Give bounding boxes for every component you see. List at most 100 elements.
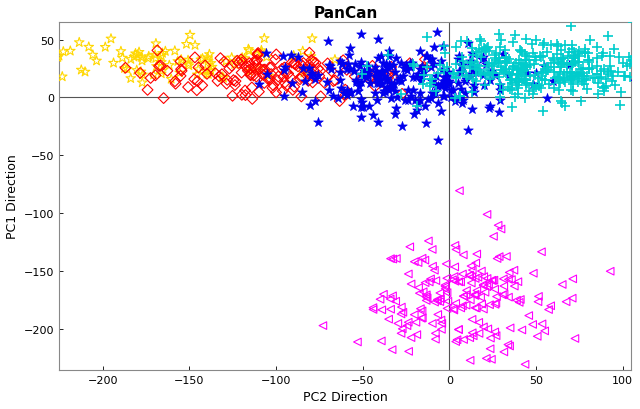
- Point: [433, 83, 443, 90]
- Point: [313, 119, 323, 126]
- Point: [310, 61, 321, 67]
- Point: [558, 76, 568, 82]
- Point: [247, 85, 257, 92]
- Point: [529, 61, 539, 67]
- Point: [493, 222, 503, 229]
- Point: [580, 50, 590, 57]
- Point: [160, 49, 170, 55]
- Point: [381, 78, 391, 84]
- Point: [556, 62, 566, 69]
- Point: [332, 96, 342, 102]
- Point: [298, 65, 308, 72]
- Point: [453, 56, 463, 63]
- Point: [570, 71, 580, 77]
- Point: [335, 70, 346, 76]
- Point: [501, 54, 511, 61]
- Point: [449, 88, 459, 94]
- Point: [413, 71, 423, 78]
- Point: [522, 71, 532, 77]
- Point: [440, 51, 451, 57]
- Point: [349, 74, 360, 81]
- Point: [573, 71, 583, 78]
- Point: [543, 307, 554, 313]
- Point: [430, 336, 440, 343]
- Point: [510, 33, 520, 39]
- Point: [391, 56, 401, 63]
- Point: [515, 48, 525, 54]
- Point: [528, 270, 538, 277]
- Point: [214, 74, 224, 80]
- Point: [584, 66, 594, 73]
- Point: [569, 74, 579, 81]
- Point: [548, 55, 558, 62]
- Point: [497, 292, 508, 299]
- Point: [281, 70, 291, 76]
- Point: [465, 65, 476, 72]
- Point: [207, 65, 217, 71]
- Point: [261, 51, 271, 58]
- Point: [372, 55, 383, 62]
- Point: [106, 36, 116, 43]
- Point: [499, 51, 509, 58]
- Point: [503, 342, 513, 348]
- Point: [417, 255, 428, 262]
- Point: [299, 70, 309, 77]
- Point: [450, 243, 460, 249]
- Point: [471, 67, 481, 73]
- Point: [482, 211, 492, 218]
- Point: [254, 89, 264, 96]
- Point: [471, 305, 481, 312]
- Point: [125, 76, 136, 83]
- Point: [599, 67, 609, 73]
- Point: [556, 98, 566, 105]
- Point: [426, 65, 436, 71]
- Point: [29, 54, 39, 61]
- Point: [567, 46, 577, 53]
- Point: [170, 79, 180, 85]
- Point: [420, 103, 430, 110]
- Point: [456, 279, 466, 285]
- Point: [259, 36, 269, 43]
- Point: [227, 63, 237, 70]
- Point: [470, 78, 481, 85]
- Point: [567, 61, 577, 67]
- Point: [302, 67, 312, 74]
- Point: [393, 320, 403, 327]
- Point: [270, 57, 280, 64]
- Point: [243, 47, 253, 53]
- Point: [559, 72, 569, 78]
- Point: [383, 63, 394, 69]
- Point: [522, 65, 532, 72]
- Point: [426, 276, 436, 283]
- Point: [500, 56, 511, 62]
- Point: [290, 61, 300, 68]
- Point: [342, 67, 352, 74]
- Point: [495, 81, 506, 88]
- Point: [513, 58, 524, 64]
- Point: [619, 73, 629, 80]
- Point: [17, 29, 27, 36]
- Point: [287, 81, 297, 87]
- Point: [536, 71, 546, 77]
- Point: [411, 74, 421, 81]
- Point: [593, 76, 604, 83]
- Point: [385, 296, 396, 303]
- Point: [380, 81, 390, 88]
- Point: [205, 68, 216, 75]
- Point: [390, 69, 401, 76]
- Point: [243, 68, 253, 75]
- Point: [322, 80, 332, 86]
- Point: [10, 27, 20, 33]
- Point: [456, 100, 467, 107]
- Point: [257, 50, 267, 57]
- Point: [265, 77, 275, 83]
- Point: [422, 34, 432, 41]
- Point: [397, 91, 407, 98]
- Point: [422, 376, 433, 382]
- Point: [156, 60, 166, 66]
- Point: [470, 292, 480, 299]
- Point: [304, 50, 314, 57]
- Point: [503, 294, 513, 301]
- Point: [383, 316, 394, 323]
- Point: [490, 52, 500, 59]
